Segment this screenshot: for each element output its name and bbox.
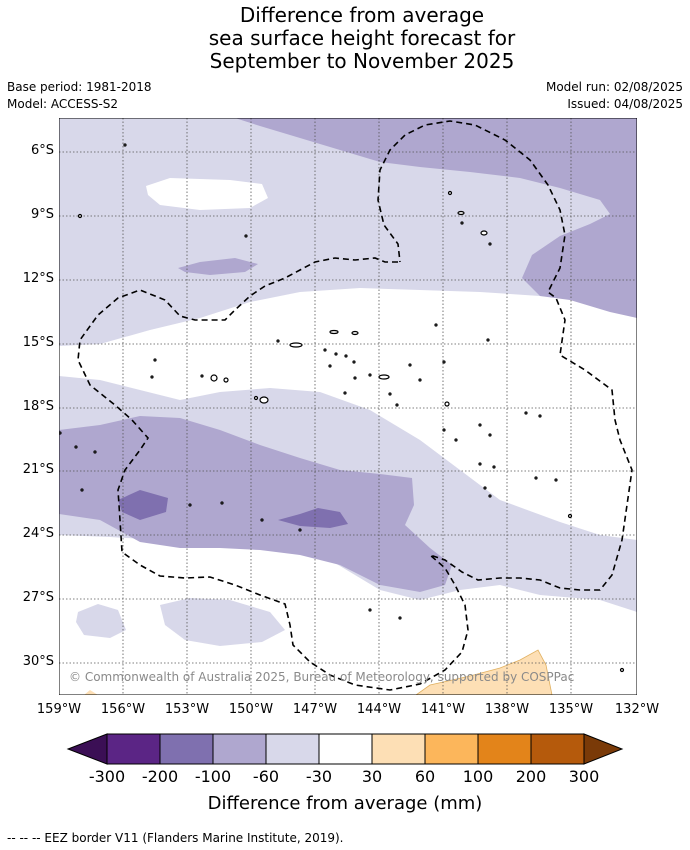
colorbar-over-arrow (583, 733, 624, 765)
meta-right: Model run: 02/08/2025 Issued: 04/08/2025 (546, 79, 683, 113)
lon-label-153w: 153°W (164, 702, 210, 717)
title-line-1: Difference from average (239, 3, 485, 27)
lon-label-138w: 138°W (484, 702, 530, 717)
issued-date: Issued: 04/08/2025 (567, 97, 683, 111)
colorbar-label-neg200: -200 (141, 767, 179, 786)
base-period: Base period: 1981-2018 (7, 80, 152, 94)
contour-neg60-south (59, 416, 452, 592)
colorbar-label-neg100: -100 (194, 767, 232, 786)
contour-neg100-west (118, 490, 168, 520)
title-line-2: sea surface height forecast for (208, 26, 516, 50)
colorbar-bin-9 (530, 733, 585, 765)
colorbar-label-30: 30 (361, 767, 383, 786)
colorbar-label-100: 100 (462, 767, 494, 786)
colorbar-bin-2 (159, 733, 214, 765)
lon-label-156w: 156°W (100, 702, 146, 717)
colorbar-under-arrow (66, 733, 108, 765)
meta-left: Base period: 1981-2018 Model: ACCESS-S2 (7, 79, 152, 113)
lat-label-6s: 6°S (30, 143, 54, 158)
lat-label-27s: 27°S (22, 590, 54, 605)
colorbar (66, 733, 624, 765)
colorbar-label-neg300: -300 (88, 767, 126, 786)
colorbar-label-300: 300 (568, 767, 600, 786)
contour-neg30-patch-s (160, 598, 285, 646)
lon-label-147w: 147°W (292, 702, 338, 717)
contour-neg30-north (59, 118, 637, 346)
contour-pos30-sw (84, 690, 98, 695)
colorbar-bin-6 (371, 733, 426, 765)
lat-label-12s: 12°S (22, 271, 54, 286)
colorbar-bin-1 (106, 733, 161, 765)
colorbar-label-neg60: -60 (252, 767, 280, 786)
model-run: Model run: 02/08/2025 (545, 80, 683, 94)
lat-label-18s: 18°S (22, 399, 54, 414)
lon-label-135w: 135°W (548, 702, 594, 717)
colorbar-bin-5 (318, 733, 373, 765)
colorbar-bin-8 (477, 733, 532, 765)
colorbar-bin-3 (212, 733, 267, 765)
colorbar-bin-7 (424, 733, 479, 765)
contour-neg30-patch-sw (76, 604, 126, 638)
lon-label-141w: 141°W (420, 702, 466, 717)
colorbar-label-200: 200 (515, 767, 547, 786)
islands (59, 143, 625, 673)
lat-label-24s: 24°S (22, 526, 54, 541)
model-name: Model: ACCESS-S2 (7, 97, 119, 111)
lon-label-159w: 159°W (36, 702, 82, 717)
copyright-notice: © Commonwealth of Australia 2025, Bureau… (69, 670, 575, 684)
map-plot-area (59, 118, 637, 695)
contour-neg100-central (278, 508, 348, 528)
colorbar-bin-4 (265, 733, 320, 765)
eez-footnote: -- -- -- EEZ border V11 (Flanders Marine… (7, 831, 344, 845)
lon-label-150w: 150°W (228, 702, 274, 717)
lon-label-132w: 132°W (614, 702, 660, 717)
map-title: Difference from average sea surface heig… (0, 4, 690, 73)
title-line-3: September to November 2025 (209, 49, 515, 73)
lat-label-9s: 9°S (30, 207, 54, 222)
gridlines (59, 118, 637, 695)
lon-label-144w: 144°W (356, 702, 402, 717)
contour-neg60-patch (178, 258, 258, 275)
colorbar-title: Difference from average (mm) (207, 793, 483, 814)
colorbar-label-neg30: -30 (305, 767, 333, 786)
lat-label-21s: 21°S (22, 462, 54, 477)
contour-white-hole (146, 178, 268, 210)
colorbar-label-60: 60 (414, 767, 436, 786)
lat-label-30s: 30°S (22, 654, 54, 669)
eez-border (77, 120, 633, 691)
lat-label-15s: 15°S (22, 335, 54, 350)
